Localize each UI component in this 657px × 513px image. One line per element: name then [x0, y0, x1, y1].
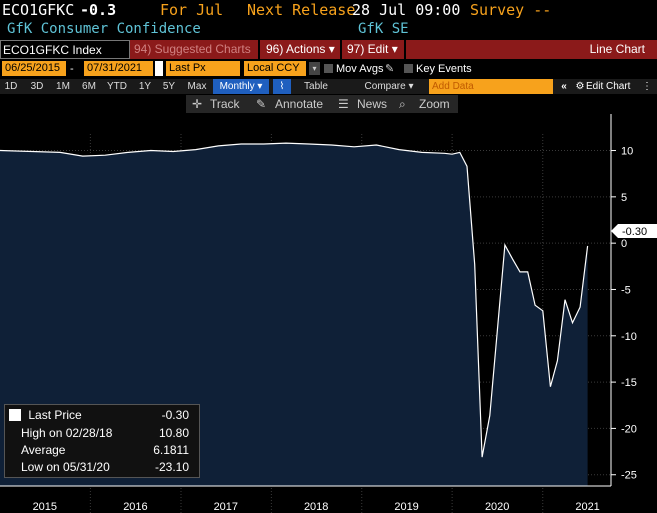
range-5y[interactable]: 5Y — [162, 81, 176, 92]
survey: Survey -- — [470, 1, 552, 19]
key-events-checkbox[interactable] — [404, 64, 413, 73]
field-select[interactable]: Last Px — [166, 61, 240, 76]
start-date-field[interactable]: 06/25/2015 — [2, 61, 66, 76]
y-tick-label: -5 — [621, 284, 631, 296]
index-field[interactable]: ECO1GFKC Index — [0, 40, 130, 59]
range-max[interactable]: Max — [187, 81, 207, 92]
legend-low-label: Low on 05/31/20 — [21, 460, 110, 474]
y-tick-label: -20 — [621, 423, 637, 435]
series-title: GfK Consumer Confidence — [7, 21, 201, 37]
pencil-icon[interactable]: ✎ — [385, 63, 395, 75]
y-tick-label: 0 — [621, 238, 627, 250]
mov-avgs-checkbox[interactable] — [324, 64, 333, 73]
legend: Last Price -0.30 High on 02/28/18 10.80 … — [4, 404, 200, 478]
next-release-value: 28 Jul 09:00 — [352, 1, 461, 19]
gear-icon[interactable]: ⚙ — [575, 81, 585, 92]
header-row: ECO1GFKC -0.3 For Jul Next Release 28 Ju… — [0, 0, 657, 20]
date-separator: - — [70, 63, 74, 75]
range-1d[interactable]: 1D — [4, 81, 18, 92]
legend-swatch — [9, 409, 21, 421]
news-icon: ☰ — [338, 97, 349, 111]
divider — [404, 40, 406, 59]
zoom-icon: ⌕ — [399, 97, 406, 111]
legend-last-label: Last Price — [28, 408, 82, 422]
legend-average-label: Average — [21, 443, 66, 457]
range-bar: 1D 3D 1M 6M YTD 1Y 5Y Max Monthly ▾ ⌇ Ta… — [0, 79, 657, 94]
divider — [258, 40, 260, 59]
x-tick-label: 2017 — [214, 501, 238, 513]
legend-low: Low on 05/31/20 -23.10 — [9, 458, 195, 476]
legend-high: High on 02/28/18 10.80 — [9, 424, 195, 442]
y-tick-label: -15 — [621, 377, 637, 389]
y-tick-label: 10 — [621, 146, 633, 158]
legend-average-value: 6.1811 — [153, 443, 189, 457]
legend-last: Last Price -0.30 — [9, 406, 195, 424]
chevron-down-icon[interactable]: ▾ — [309, 62, 320, 75]
currency-select[interactable]: Local CCY — [244, 61, 306, 76]
mov-avgs-label: Mov Avgs — [336, 63, 384, 75]
tools-bar: ✛ Track ✎ Annotate ☰ News ⌕ Zoom — [186, 95, 458, 113]
last-change: -0.3 — [80, 1, 117, 19]
chevrons-left-icon[interactable]: « — [561, 81, 567, 92]
source: GfK SE — [358, 21, 409, 37]
menu-bar: ECO1GFKC Index 94) Suggested Charts 96) … — [0, 40, 657, 59]
legend-low-value: -23.10 — [154, 460, 189, 474]
range-3d[interactable]: 3D — [30, 81, 44, 92]
news-button[interactable]: News — [357, 97, 388, 111]
ticker: ECO1GFKC — [2, 1, 75, 19]
last-value-marker: -0.30 — [611, 224, 657, 238]
annotate-button[interactable]: Annotate — [275, 97, 324, 111]
y-tick-label: -25 — [621, 470, 637, 482]
x-tick-label: 2019 — [394, 501, 418, 513]
x-tick-label: 2015 — [33, 501, 57, 513]
actions-menu[interactable]: 96) Actions ▾ — [266, 42, 335, 56]
y-tick-label: 5 — [621, 192, 627, 204]
y-tick-labels: 10 5 0 -5 -10 -15 -20 -25 — [611, 146, 637, 482]
range-6m[interactable]: 6M — [82, 81, 96, 92]
range-1m[interactable]: 1M — [56, 81, 70, 92]
zoom-button[interactable]: Zoom — [419, 97, 450, 111]
series-line — [0, 142, 589, 458]
compare-button[interactable]: Compare ▾ — [364, 81, 414, 92]
divider — [340, 40, 342, 59]
range-1y[interactable]: 1Y — [138, 81, 152, 92]
track-button[interactable]: Track — [210, 97, 240, 111]
x-tick-label: 2018 — [304, 501, 328, 513]
end-date-field[interactable]: 07/31/2021 — [84, 61, 153, 76]
calendar-icon[interactable] — [155, 61, 163, 76]
series-area — [0, 143, 588, 486]
edit-menu[interactable]: 97) Edit ▾ — [347, 42, 398, 56]
legend-last-value: -0.30 — [161, 408, 189, 422]
edit-chart-button[interactable]: Edit Chart — [586, 81, 631, 92]
key-events-label: Key Events — [416, 63, 472, 75]
frequency-select[interactable]: Monthly ▾ — [213, 79, 269, 94]
next-release-label: Next Release — [247, 1, 356, 19]
more-vertical-icon[interactable]: ⋮ — [642, 81, 652, 92]
legend-average: Average 6.1811 — [9, 441, 195, 459]
x-tick-label: 2021 — [575, 501, 599, 513]
legend-high-label: High on 02/28/18 — [21, 426, 113, 440]
x-tick-label: 2016 — [123, 501, 147, 513]
annotate-icon: ✎ — [256, 97, 267, 111]
legend-high-value: 10.80 — [158, 426, 189, 440]
line-chart-icon[interactable]: ⌇ — [273, 79, 291, 94]
suggested-charts-button[interactable]: 94) Suggested Charts — [134, 42, 251, 56]
x-tick-labels: 2015 2016 2017 2018 2019 2020 2021 — [33, 501, 600, 513]
controls-row: 06/25/2015 - 07/31/2021 Last Px Local CC… — [0, 61, 657, 77]
y-tick-label: -10 — [621, 331, 637, 343]
subtitle-row: GfK Consumer Confidence GfK SE — [0, 20, 657, 39]
range-ytd[interactable]: YTD — [107, 81, 127, 92]
x-tick-label: 2020 — [485, 501, 509, 513]
chart-type[interactable]: Line Chart — [589, 42, 645, 56]
last-value-label: -0.30 — [622, 226, 647, 238]
add-data-input[interactable]: Add Data — [429, 79, 553, 94]
table-button[interactable]: Table — [304, 81, 328, 92]
crosshair-icon: ✛ — [192, 97, 203, 111]
for-period: For Jul — [160, 1, 224, 19]
